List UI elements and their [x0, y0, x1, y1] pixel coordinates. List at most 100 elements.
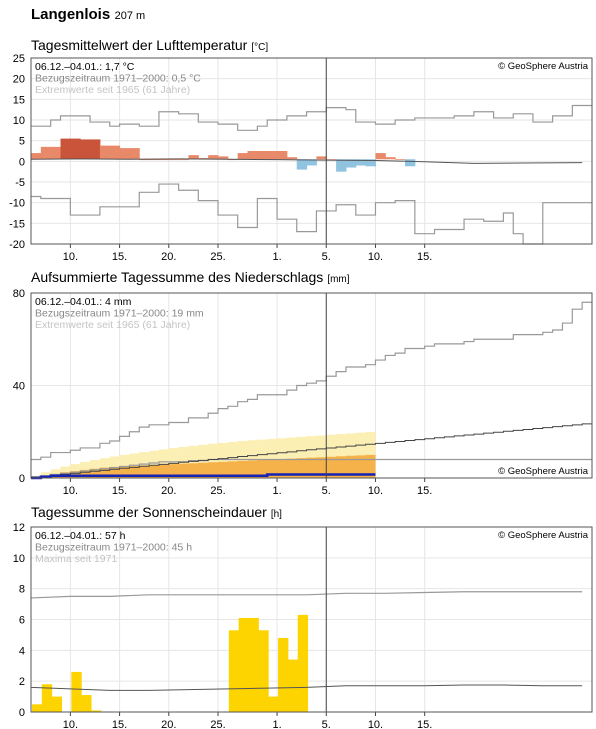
station-name: Langenlois — [31, 6, 111, 23]
sun-bar — [268, 696, 279, 712]
temp-bar — [208, 155, 219, 160]
temp-bar — [178, 159, 189, 161]
precip-band-dark — [31, 454, 376, 478]
temp-bar — [395, 159, 406, 161]
info-line-3: Extremwerte seit 1965 (61 Jahre) — [35, 319, 190, 331]
x-tick-label: 25. — [210, 251, 225, 263]
info-line-1: 06.12.–04.01.: 1,7 °C — [35, 61, 135, 73]
chart-title-text: Aufsummierte Tagessumme des Niederschlag… — [31, 269, 323, 285]
chart-unit: [°C] — [251, 42, 268, 53]
y-tick-label: 20 — [13, 74, 25, 86]
temp-bar — [188, 155, 199, 160]
temp-bar — [306, 159, 317, 166]
chart-title: Tagessumme der Sonnenscheindauer [h] — [31, 504, 282, 520]
temp-bar — [158, 159, 170, 161]
chart-unit: [h] — [271, 509, 282, 520]
y-tick-label: -10 — [9, 198, 25, 210]
temp-bar — [345, 159, 357, 168]
x-tick-label: 10. — [63, 719, 78, 729]
temp-bar — [375, 153, 386, 160]
temp-bar — [119, 148, 130, 160]
chart-title: Tagesmittelwert der Lufttemperatur [°C] — [31, 37, 268, 53]
x-tick-label: 1. — [272, 719, 281, 729]
chart-unit: [mm] — [327, 274, 349, 285]
credit-text: © GeoSphere Austria — [498, 61, 589, 72]
sun-bar — [278, 638, 289, 712]
precip-mean-line — [31, 423, 592, 478]
x-tick-label: 5. — [322, 251, 331, 263]
sun-bar — [91, 710, 102, 712]
y-tick-label: 40 — [13, 381, 25, 393]
y-tick-label: 0 — [19, 707, 25, 719]
station-elevation: 207 m — [114, 10, 146, 22]
temp-bar — [355, 159, 367, 166]
y-tick-label: -20 — [9, 239, 25, 251]
sun-bar — [238, 617, 250, 712]
temp-bar — [247, 151, 258, 160]
sun-mean-line — [30, 684, 583, 691]
credit-text: © GeoSphere Austria — [498, 466, 589, 477]
y-tick-label: 12 — [13, 522, 25, 534]
sun-bar — [31, 704, 43, 712]
x-tick-label: 10. — [63, 251, 78, 263]
chart-title-text: Tagessumme der Sonnenscheindauer — [31, 504, 267, 520]
x-tick-label: 15. — [417, 485, 432, 497]
y-tick-label: -15 — [9, 218, 25, 230]
temp-bar — [296, 159, 308, 170]
temp-bar — [80, 139, 91, 160]
y-tick-label: 6 — [19, 615, 25, 627]
x-tick-label: 1. — [272, 251, 281, 263]
temp-bar — [316, 156, 327, 160]
y-tick-label: 25 — [13, 53, 25, 65]
y-tick-label: 4 — [19, 645, 25, 657]
chart-title: Aufsummierte Tagessumme des Niederschlag… — [31, 269, 350, 285]
x-tick-label: 10. — [368, 485, 383, 497]
temp-bar — [90, 139, 101, 160]
temp-bar — [218, 156, 229, 160]
y-tick-label: 8 — [19, 584, 25, 596]
temp-min-line — [31, 183, 592, 245]
plot-frame — [30, 526, 593, 713]
x-tick-label: 1. — [272, 485, 281, 497]
sun-bar — [81, 695, 92, 712]
sun-bar — [51, 696, 63, 712]
temp-bar — [60, 138, 71, 160]
temp-bar — [286, 157, 298, 160]
temp-bar — [109, 145, 121, 160]
chart-title-text: Tagesmittelwert der Lufttemperatur — [31, 37, 248, 53]
info-line-1: 06.12.–04.01.: 4 mm — [35, 296, 132, 308]
temp-bar — [50, 146, 62, 160]
sun-bar — [248, 617, 259, 712]
temp-bar — [31, 153, 42, 160]
temp-bar — [237, 153, 249, 160]
x-tick-label: 15. — [112, 251, 127, 263]
sun-bar — [258, 630, 269, 712]
station-header: Langenlois 207 m — [31, 6, 145, 24]
x-tick-label: 25. — [210, 485, 225, 497]
temp-bar — [129, 148, 140, 160]
x-tick-label: 15. — [112, 719, 127, 729]
x-tick-label: 20. — [161, 251, 176, 263]
temp-bar — [267, 151, 278, 160]
temp-bar — [257, 151, 268, 160]
temp-bar — [149, 159, 160, 161]
info-line-2: Bezugszeitraum 1971–2000: 0,5 °C — [35, 73, 201, 85]
temp-bar — [277, 151, 288, 160]
y-tick-label: 0 — [19, 156, 25, 168]
sun-bar — [41, 684, 53, 712]
x-tick-label: 10. — [63, 485, 78, 497]
y-tick-label: -5 — [15, 177, 25, 189]
x-tick-label: 20. — [161, 485, 176, 497]
y-tick-label: 5 — [19, 136, 25, 148]
precip-min-line — [31, 458, 592, 478]
info-line-3: Maxima seit 1971 — [35, 553, 117, 565]
temp-bar — [385, 157, 396, 160]
y-tick-label: 15 — [13, 94, 25, 106]
temp-bar — [70, 138, 81, 160]
sun-max-line — [30, 591, 583, 599]
x-tick-label: 10. — [368, 251, 383, 263]
chart-sunshine: Tagessumme der Sonnenscheindauer [h] 0 2 4 6 8… — [13, 504, 593, 729]
temp-mean-line — [30, 158, 583, 164]
